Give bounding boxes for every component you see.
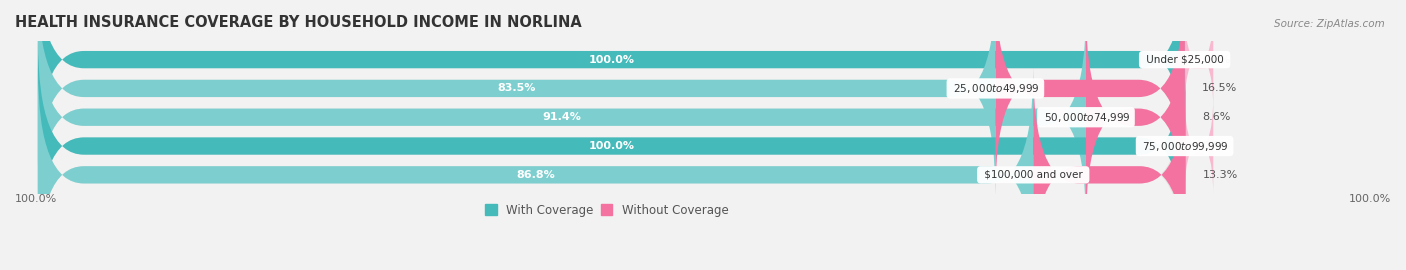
FancyBboxPatch shape xyxy=(1185,11,1213,109)
FancyBboxPatch shape xyxy=(38,68,1185,270)
Text: 0.0%: 0.0% xyxy=(1202,141,1230,151)
Text: 86.8%: 86.8% xyxy=(516,170,555,180)
FancyBboxPatch shape xyxy=(1185,97,1213,195)
FancyBboxPatch shape xyxy=(38,0,1185,195)
Text: $50,000 to $74,999: $50,000 to $74,999 xyxy=(1040,111,1132,124)
FancyBboxPatch shape xyxy=(995,0,1185,195)
FancyBboxPatch shape xyxy=(1085,11,1185,224)
FancyBboxPatch shape xyxy=(38,0,1185,166)
Legend: With Coverage, Without Coverage: With Coverage, Without Coverage xyxy=(479,199,734,221)
Text: 100.0%: 100.0% xyxy=(588,141,634,151)
FancyBboxPatch shape xyxy=(38,0,995,195)
Text: 100.0%: 100.0% xyxy=(15,194,58,204)
Text: HEALTH INSURANCE COVERAGE BY HOUSEHOLD INCOME IN NORLINA: HEALTH INSURANCE COVERAGE BY HOUSEHOLD I… xyxy=(15,15,582,30)
FancyBboxPatch shape xyxy=(38,39,1185,253)
Text: Under $25,000: Under $25,000 xyxy=(1143,55,1226,65)
Text: 0.0%: 0.0% xyxy=(1202,55,1230,65)
Text: 83.5%: 83.5% xyxy=(498,83,536,93)
Text: 16.5%: 16.5% xyxy=(1202,83,1237,93)
FancyBboxPatch shape xyxy=(38,11,1085,224)
Text: 91.4%: 91.4% xyxy=(543,112,582,122)
FancyBboxPatch shape xyxy=(1033,68,1185,270)
FancyBboxPatch shape xyxy=(38,68,1033,270)
Text: 8.6%: 8.6% xyxy=(1202,112,1230,122)
FancyBboxPatch shape xyxy=(38,39,1185,253)
Text: Source: ZipAtlas.com: Source: ZipAtlas.com xyxy=(1274,19,1385,29)
Text: 13.3%: 13.3% xyxy=(1204,170,1239,180)
Text: $100,000 and over: $100,000 and over xyxy=(981,170,1085,180)
Text: 100.0%: 100.0% xyxy=(588,55,634,65)
FancyBboxPatch shape xyxy=(38,0,1185,166)
Text: $75,000 to $99,999: $75,000 to $99,999 xyxy=(1139,140,1230,153)
Text: $25,000 to $49,999: $25,000 to $49,999 xyxy=(950,82,1040,95)
FancyBboxPatch shape xyxy=(38,11,1185,224)
Text: 100.0%: 100.0% xyxy=(1348,194,1391,204)
